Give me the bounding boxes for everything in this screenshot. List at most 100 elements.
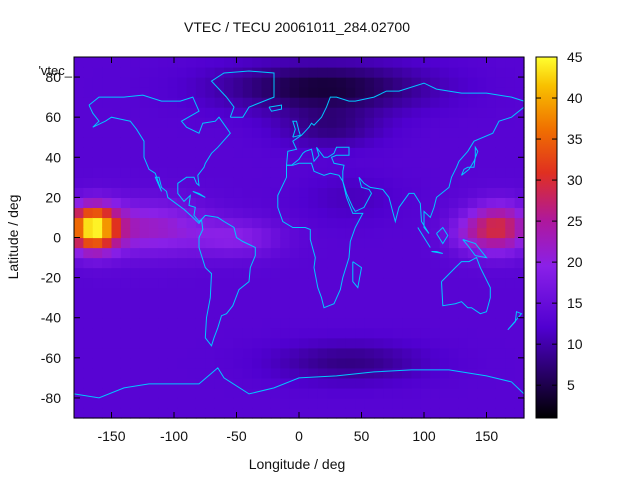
heatmap-cell	[120, 57, 131, 68]
heatmap-cell	[270, 287, 281, 299]
heatmap-cell	[270, 297, 281, 309]
heatmap-cell	[261, 307, 272, 319]
heatmap-cell	[374, 127, 384, 138]
heatmap-cell	[130, 347, 141, 359]
heatmap-cell	[111, 337, 122, 349]
heatmap-cell	[224, 327, 234, 339]
heatmap-cell	[270, 87, 281, 98]
heatmap-cell	[327, 147, 338, 158]
heatmap-cell	[420, 397, 431, 409]
heatmap-cell	[74, 307, 84, 319]
heatmap-cell	[83, 387, 94, 399]
heatmap-cell	[289, 187, 300, 198]
heatmap-cell	[214, 77, 225, 88]
heatmap-cell	[92, 367, 103, 379]
heatmap-cell	[242, 207, 253, 219]
heatmap-cell	[205, 337, 216, 349]
heatmap-cell	[420, 107, 431, 118]
heatmap-cell	[336, 267, 347, 279]
heatmap-cell	[299, 157, 309, 168]
heatmap-cell	[120, 347, 131, 359]
heatmap-cell	[130, 367, 141, 379]
heatmap-cell	[420, 407, 431, 419]
heatmap-cell	[74, 287, 84, 299]
heatmap-cell	[458, 177, 469, 188]
heatmap-cell	[83, 287, 94, 299]
heatmap-cell	[327, 77, 338, 88]
heatmap-cell	[308, 357, 319, 369]
heatmap-cell	[149, 377, 159, 389]
heatmap-cell	[261, 377, 272, 389]
heatmap-cell	[280, 397, 291, 409]
heatmap-cell	[130, 137, 141, 148]
heatmap-cell	[92, 277, 103, 289]
heatmap-cell	[280, 307, 291, 319]
heatmap-cell	[139, 77, 150, 88]
heatmap-cell	[92, 87, 103, 98]
heatmap-cell	[345, 247, 356, 259]
heatmap-cell	[252, 407, 263, 419]
heatmap-cell	[374, 377, 384, 389]
heatmap-cell	[270, 407, 281, 419]
heatmap-cell	[214, 177, 225, 188]
heatmap-cell	[308, 127, 319, 138]
heatmap-cell	[495, 57, 506, 68]
heatmap-cell	[214, 97, 225, 108]
x-tick-label: 150	[475, 428, 499, 444]
heatmap-cell	[158, 187, 169, 198]
heatmap-cell	[514, 217, 525, 229]
heatmap-cell	[327, 387, 338, 399]
heatmap-cell	[289, 97, 300, 108]
heatmap-cell	[477, 157, 488, 168]
heatmap-cell	[430, 237, 441, 249]
heatmap-cell	[364, 287, 375, 299]
heatmap-cell	[270, 237, 281, 249]
heatmap-cell	[430, 267, 441, 279]
heatmap-cell	[430, 207, 441, 219]
heatmap-cell	[195, 67, 206, 78]
heatmap-cell	[308, 347, 319, 359]
heatmap-cell	[149, 327, 159, 339]
heatmap-cell	[149, 157, 159, 168]
heatmap-cell	[224, 297, 234, 309]
heatmap-cell	[270, 357, 281, 369]
heatmap-cell	[392, 177, 403, 188]
colorbar-tick-label: 20	[567, 254, 583, 270]
heatmap-cell	[299, 277, 309, 289]
heatmap-cell	[233, 277, 244, 289]
heatmap-cell	[195, 407, 206, 419]
heatmap-cell	[92, 107, 103, 118]
heatmap-cell	[308, 287, 319, 299]
heatmap-cell	[317, 227, 328, 239]
heatmap-cell	[233, 127, 244, 138]
heatmap-cell	[139, 67, 150, 78]
coastline-layer	[73, 70, 525, 399]
heatmap-cell	[355, 337, 366, 349]
heatmap-cell	[336, 137, 347, 148]
coastline	[461, 145, 479, 176]
heatmap-cell	[177, 307, 188, 319]
heatmap-cell	[439, 267, 450, 279]
heatmap-cell	[374, 97, 384, 108]
heatmap-cell	[74, 77, 84, 88]
heatmap-cell	[439, 377, 450, 389]
heatmap-cell	[402, 77, 413, 88]
heatmap-cell	[392, 67, 403, 78]
heatmap-cell	[102, 137, 113, 148]
heatmap-cell	[74, 107, 84, 118]
heatmap-cell	[467, 357, 478, 369]
heatmap-cell	[167, 87, 178, 98]
heatmap-cell	[205, 317, 216, 329]
heatmap-cell	[205, 177, 216, 188]
heatmap-cell	[467, 337, 478, 349]
heatmap-cell	[158, 97, 169, 108]
heatmap-cell	[364, 247, 375, 259]
heatmap-cell	[92, 147, 103, 158]
heatmap-cell	[420, 277, 431, 289]
heatmap-cell	[289, 377, 300, 389]
heatmap-cell	[420, 97, 431, 108]
heatmap-cell	[120, 297, 131, 309]
heatmap-cell	[383, 257, 394, 269]
heatmap-cell	[514, 397, 525, 409]
heatmap-cell	[514, 277, 525, 289]
